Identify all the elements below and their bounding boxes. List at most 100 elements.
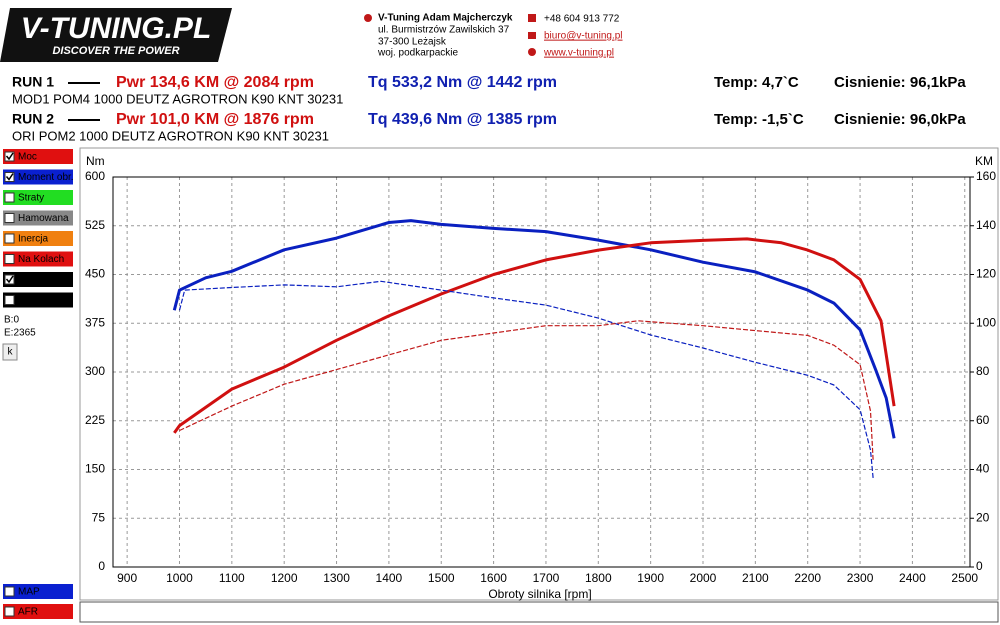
- run-info: RUN 1 Pwr 134,6 KM @ 2084 rpm Tq 533,2 Nm …: [12, 74, 966, 144]
- y-axis-label: Nm: [86, 154, 105, 168]
- email[interactable]: biuro@v-tuning.pl: [544, 31, 623, 42]
- toggle-bg[interactable]: [3, 292, 73, 308]
- x-tick-label: 1700: [533, 571, 560, 585]
- y2-tick-label: 140: [976, 218, 996, 232]
- run-label: RUN 1: [12, 74, 54, 90]
- toggle-label: Inercja: [18, 234, 48, 245]
- x-tick-label: 2000: [690, 571, 717, 585]
- company: V-Tuning Adam Majcherczyk: [378, 13, 513, 24]
- check-mark: [5, 173, 14, 181]
- x-tick-label: 1200: [271, 571, 298, 585]
- x-tick-label: 1400: [376, 571, 403, 585]
- toggle-label: MAP: [18, 587, 40, 598]
- y2-tick-label: 80: [976, 364, 990, 378]
- y-tick-label: 450: [85, 267, 105, 281]
- y2-tick-label: 100: [976, 315, 996, 329]
- run-description: MOD1 POM4 1000 DEUTZ AGROTRON K90 KNT 30…: [12, 91, 343, 106]
- begin-label: B:0: [4, 315, 19, 326]
- toggle-bg[interactable]: [3, 272, 73, 287]
- toggle-label: Na Kolach: [18, 254, 64, 265]
- x-tick-label: 1500: [428, 571, 455, 585]
- checkbox[interactable]: [4, 213, 15, 223]
- run-power: Pwr 134,6 KM @ 2084 rpm: [116, 74, 314, 91]
- checkbox[interactable]: [4, 586, 15, 597]
- x-tick-label: 1100: [219, 571, 245, 585]
- y-tick-label: 300: [85, 364, 105, 378]
- x-tick-label: 1600: [480, 571, 507, 585]
- toggle-bg[interactable]: [3, 169, 73, 185]
- x-tick-label: 2300: [847, 571, 874, 585]
- toggle-bg[interactable]: [3, 149, 73, 164]
- x-tick-label: 1300: [323, 571, 350, 585]
- x-tick-label: 2200: [794, 571, 821, 585]
- toggle-bg[interactable]: [3, 190, 73, 205]
- logo-bg: [0, 8, 232, 62]
- x-tick-label: 1800: [585, 571, 612, 585]
- y-tick-label: 150: [85, 462, 105, 476]
- toggle-label: Zew moc st: [18, 275, 69, 286]
- phone: +48 604 913 772: [544, 14, 620, 25]
- side-panel: Moc Moment obr. Straty Hamowana Inercja Na Ko…: [2, 149, 74, 619]
- x-tick-label: 1000: [166, 571, 193, 585]
- run-label: RUN 2: [12, 111, 54, 127]
- checkbox[interactable]: [4, 295, 15, 305]
- toggle-bg[interactable]: [3, 251, 73, 267]
- run-torque: Tq 439,6 Nm @ 1385 rpm: [368, 111, 557, 128]
- y2-axis-label: KM: [975, 154, 993, 168]
- chart-frame: [79, 147, 999, 601]
- x-tick-label: 2100: [742, 571, 769, 585]
- checkbox[interactable]: [4, 151, 15, 162]
- run-pressure: Cisnienie: 96,0kPa: [834, 111, 966, 128]
- x-tick-label: 1900: [637, 571, 664, 585]
- checkbox[interactable]: [4, 172, 15, 182]
- plot-border: [112, 176, 971, 568]
- y2-tick-label: 40: [976, 462, 990, 476]
- run-power: Pwr 101,0 KM @ 1876 rpm: [116, 111, 314, 128]
- checkbox[interactable]: [4, 233, 15, 244]
- toggle-bg[interactable]: [3, 584, 73, 599]
- button-label[interactable]: k: [8, 347, 14, 358]
- toggle-bg[interactable]: [3, 210, 73, 226]
- street: ul. Burmistrzów Zawilskich 37: [378, 25, 510, 36]
- x-tick-label: 2400: [899, 571, 926, 585]
- x-tick-label: 2500: [951, 571, 978, 585]
- chart: 0 75 150 225 300 375 450 525 600 0 20 40 60 80 100 120 1…: [85, 154, 996, 601]
- end-label: E:2365: [4, 328, 36, 339]
- checkbox[interactable]: [4, 192, 15, 203]
- run-pressure: Cisnienie: 96,1kPa: [834, 74, 966, 91]
- checkbox[interactable]: [4, 254, 15, 264]
- phone-icon: [528, 14, 536, 22]
- check-mark: [5, 275, 14, 284]
- toggle-label: AFR: [18, 607, 38, 618]
- y2-tick-label: 0: [976, 559, 983, 573]
- toggle-bg[interactable]: [3, 231, 73, 246]
- y2-tick-label: 20: [976, 510, 990, 524]
- y-tick-label: 225: [85, 413, 105, 427]
- toggle-bg[interactable]: [3, 604, 73, 619]
- toggle-label: Hamowana: [18, 213, 69, 224]
- city: 37-300 Leżajsk: [378, 37, 447, 48]
- x-axis-label: Obroty silnika [rpm]: [488, 587, 591, 601]
- y-tick-label: 375: [85, 315, 105, 329]
- pin-icon: [364, 14, 372, 22]
- toggle-label: Moc: [18, 152, 37, 163]
- y2-tick-label: 160: [976, 169, 996, 183]
- run-torque: Tq 533,2 Nm @ 1442 rpm: [368, 74, 557, 91]
- series-line: [178, 280, 874, 478]
- y2-tick-label: 120: [976, 267, 996, 281]
- run-temp: Temp: 4,7`C: [714, 74, 799, 91]
- toggle-label: Straty: [18, 193, 44, 204]
- button[interactable]: [2, 343, 18, 361]
- y-tick-label: 600: [85, 169, 105, 183]
- checkbox[interactable]: [4, 274, 15, 285]
- bottom-box: [79, 601, 999, 623]
- run-description: ORI POM2 1000 DEUTZ AGROTRON K90 KNT 302…: [12, 128, 329, 143]
- toggle-label: Moment obr.: [18, 172, 74, 183]
- web-icon: [528, 48, 536, 56]
- y2-tick-label: 60: [976, 413, 990, 427]
- checkbox[interactable]: [4, 606, 15, 617]
- web[interactable]: www.v-tuning.pl: [543, 48, 614, 59]
- series-line: [179, 320, 874, 460]
- y-tick-label: 525: [85, 218, 105, 232]
